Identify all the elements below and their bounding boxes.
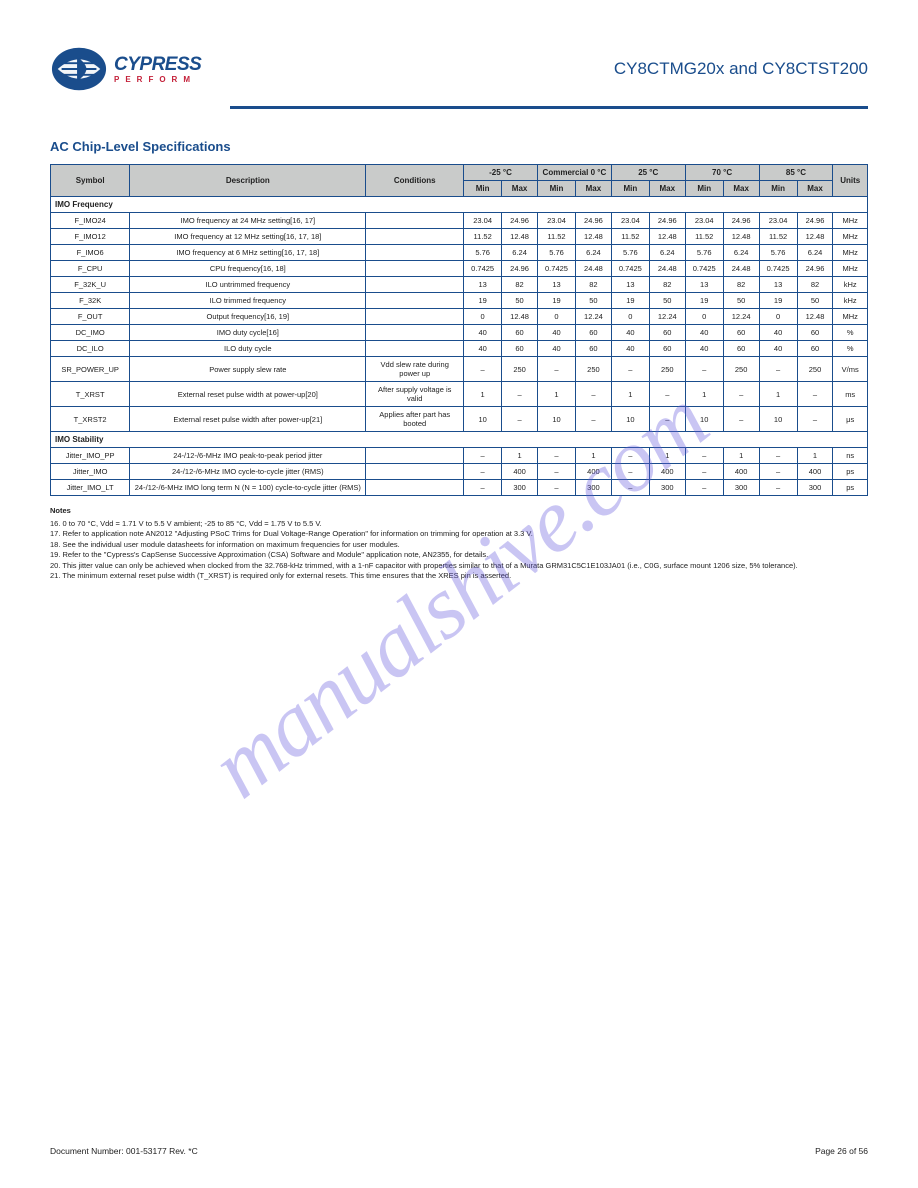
table-row: DC_ILOILO duty cycle40604060406040604060…: [51, 341, 868, 357]
page-footer: Document Number: 001-53177 Rev. *C Page …: [50, 1146, 868, 1156]
col-max: Max: [502, 181, 538, 197]
notes-list: 16. 0 to 70 °C, Vdd = 1.71 V to 5.5 V am…: [50, 519, 868, 582]
logo-wordmark: CYPRESS: [114, 55, 201, 74]
table-row: Jitter_IMO24-/12-/6-MHz IMO cycle-to-cyc…: [51, 464, 868, 480]
table-row: SR_POWER_UPPower supply slew rateVdd sle…: [51, 357, 868, 382]
table-row: T_XRSTExternal reset pulse width at powe…: [51, 382, 868, 407]
note-item: 20. This jitter value can only be achiev…: [50, 561, 868, 572]
table-row: F_IMO12IMO frequency at 12 MHz setting[1…: [51, 229, 868, 245]
table-row: Jitter_IMO_LT24-/12-/6-MHz IMO long term…: [51, 480, 868, 496]
table-row: F_IMO6IMO frequency at 6 MHz setting[16,…: [51, 245, 868, 261]
notes-block: Notes 16. 0 to 70 °C, Vdd = 1.71 V to 5.…: [50, 506, 868, 582]
col-group-0: -25 °C: [464, 165, 538, 181]
table-row: F_IMO24IMO frequency at 24 MHz setting[1…: [51, 213, 868, 229]
col-max: Max: [649, 181, 685, 197]
note-item: 16. 0 to 70 °C, Vdd = 1.71 V to 5.5 V am…: [50, 519, 868, 530]
col-max: Max: [797, 181, 833, 197]
table-section-row: IMO Frequency: [51, 197, 868, 213]
header-rule: [230, 106, 868, 109]
table-row: F_OUTOutput frequency[16, 19]012.48012.2…: [51, 309, 868, 325]
footer-left: Document Number: 001-53177 Rev. *C: [50, 1146, 198, 1156]
col-min: Min: [537, 181, 575, 197]
col-description: Description: [130, 165, 366, 197]
table-row: T_XRST2External reset pulse width after …: [51, 407, 868, 432]
col-min: Min: [464, 181, 502, 197]
col-max: Max: [723, 181, 759, 197]
col-min: Min: [685, 181, 723, 197]
table-body: IMO FrequencyF_IMO24IMO frequency at 24 …: [51, 197, 868, 496]
table-row: DC_IMOIMO duty cycle[16]4060406040604060…: [51, 325, 868, 341]
col-group-1: Commercial 0 °C: [537, 165, 611, 181]
col-symbol: Symbol: [51, 165, 130, 197]
spec-table: Symbol Description Conditions -25 °C Com…: [50, 164, 868, 496]
table-section-row: IMO Stability: [51, 432, 868, 448]
col-group-2: 25 °C: [611, 165, 685, 181]
cypress-globe-icon: [50, 40, 108, 98]
col-units: Units: [833, 165, 868, 197]
col-group-3: 70 °C: [685, 165, 759, 181]
col-max: Max: [576, 181, 612, 197]
logo: CYPRESS PERFORM: [50, 40, 201, 98]
col-min: Min: [759, 181, 797, 197]
note-item: 18. See the individual user module datas…: [50, 540, 868, 551]
col-min: Min: [611, 181, 649, 197]
table-row: F_32KILO trimmed frequency19501950195019…: [51, 293, 868, 309]
table-row: F_32K_UILO untrimmed frequency1382138213…: [51, 277, 868, 293]
col-group-4: 85 °C: [759, 165, 833, 181]
col-conditions: Conditions: [366, 165, 464, 197]
table-row: F_CPUCPU frequency[16, 18]0.742524.960.7…: [51, 261, 868, 277]
note-item: 21. The minimum external reset pulse wid…: [50, 571, 868, 582]
note-item: 19. Refer to the "Cypress's CapSense Suc…: [50, 550, 868, 561]
notes-title: Notes: [50, 506, 868, 517]
table-row: Jitter_IMO_PP24-/12-/6-MHz IMO peak-to-p…: [51, 448, 868, 464]
logo-tagline: PERFORM: [114, 76, 201, 84]
note-item: 17. Refer to application note AN2012 "Ad…: [50, 529, 868, 540]
document-title: CY8CTMG20x and CY8CTST200: [614, 59, 868, 79]
section-title: AC Chip-Level Specifications: [50, 139, 868, 154]
footer-right: Page 26 of 56: [815, 1146, 868, 1156]
table-header: Symbol Description Conditions -25 °C Com…: [51, 165, 868, 197]
